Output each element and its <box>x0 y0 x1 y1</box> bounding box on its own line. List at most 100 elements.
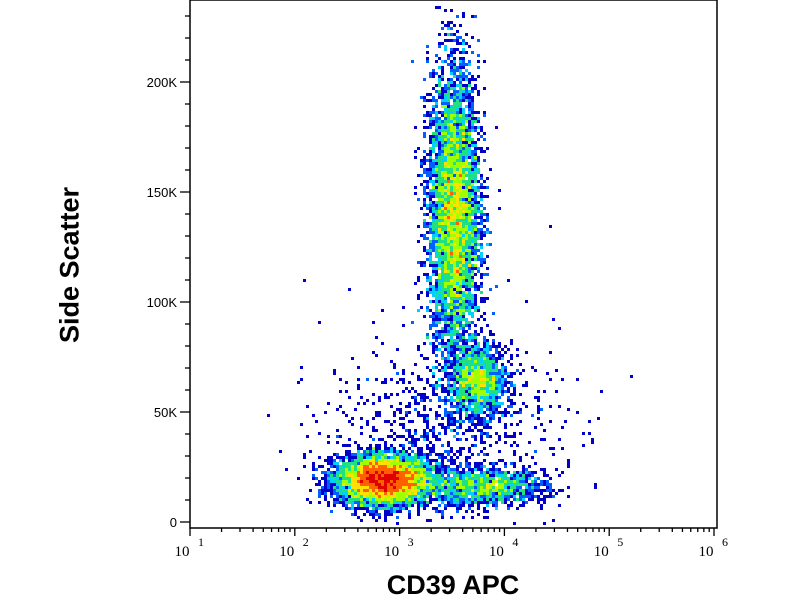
density-bin <box>477 486 480 489</box>
density-bin <box>363 477 366 480</box>
density-bin <box>354 477 357 480</box>
density-bin <box>420 234 423 237</box>
density-bin <box>456 15 459 18</box>
density-bin <box>453 237 456 240</box>
density-bin <box>447 135 450 138</box>
density-bin <box>447 453 450 456</box>
density-bin <box>456 174 459 177</box>
density-bin <box>468 174 471 177</box>
density-bin <box>447 93 450 96</box>
density-bin <box>435 168 438 171</box>
density-bin <box>381 495 384 498</box>
density-bin <box>441 351 444 354</box>
density-bin <box>339 483 342 486</box>
density-bin <box>459 69 462 72</box>
density-bin <box>510 477 513 480</box>
y-tick-label: 150K <box>147 185 178 200</box>
density-bin <box>339 474 342 477</box>
density-bin <box>441 495 444 498</box>
density-bin <box>456 96 459 99</box>
density-bin <box>462 393 465 396</box>
density-bin <box>441 162 444 165</box>
density-bin <box>459 237 462 240</box>
density-bin <box>456 495 459 498</box>
density-bin <box>360 432 363 435</box>
density-bin <box>351 471 354 474</box>
density-bin <box>387 501 390 504</box>
density-bin <box>474 186 477 189</box>
density-bin <box>435 216 438 219</box>
density-bin <box>471 192 474 195</box>
density-bin <box>516 492 519 495</box>
density-bin <box>426 435 429 438</box>
density-bin <box>417 459 420 462</box>
density-bin <box>345 507 348 510</box>
density-bin <box>507 372 510 375</box>
density-bin <box>369 456 372 459</box>
density-bin <box>345 501 348 504</box>
density-bin <box>444 105 447 108</box>
density-bin <box>462 273 465 276</box>
density-bin <box>450 132 453 135</box>
density-bin <box>471 285 474 288</box>
density-bin <box>492 411 495 414</box>
density-bin <box>510 363 513 366</box>
density-bin <box>447 267 450 270</box>
density-bin <box>360 474 363 477</box>
density-bin <box>423 483 426 486</box>
density-bin <box>474 438 477 441</box>
density-bin <box>426 489 429 492</box>
density-bin <box>471 336 474 339</box>
density-bin <box>441 96 444 99</box>
density-bin <box>327 441 330 444</box>
density-bin <box>468 354 471 357</box>
density-bin <box>447 201 450 204</box>
density-bin <box>312 462 315 465</box>
density-bin <box>432 288 435 291</box>
density-bin <box>333 459 336 462</box>
density-bin <box>483 441 486 444</box>
density-bin <box>501 414 504 417</box>
density-bin <box>393 366 396 369</box>
density-bin <box>447 159 450 162</box>
density-bin <box>543 498 546 501</box>
density-bin <box>471 126 474 129</box>
density-bin <box>399 417 402 420</box>
density-bin <box>429 93 432 96</box>
density-bin <box>444 135 447 138</box>
density-bin <box>354 492 357 495</box>
density-bin <box>384 450 387 453</box>
x-tick-exponent: 5 <box>617 535 623 549</box>
density-bin <box>456 504 459 507</box>
density-bin <box>513 522 516 525</box>
density-bin <box>504 477 507 480</box>
density-bin <box>489 381 492 384</box>
density-bin <box>465 33 468 36</box>
density-bin <box>408 402 411 405</box>
density-bin <box>432 468 435 471</box>
density-bin <box>345 495 348 498</box>
density-bin <box>483 186 486 189</box>
density-bin <box>462 378 465 381</box>
density-bin <box>468 207 471 210</box>
density-bin <box>432 99 435 102</box>
density-bin <box>372 468 375 471</box>
density-bin <box>468 288 471 291</box>
density-bin <box>465 96 468 99</box>
density-bin <box>537 417 540 420</box>
density-bin <box>456 399 459 402</box>
density-bin <box>555 390 558 393</box>
density-bin <box>456 396 459 399</box>
density-bin <box>417 294 420 297</box>
density-bin <box>444 114 447 117</box>
density-bin <box>423 492 426 495</box>
density-bin <box>456 42 459 45</box>
density-bin <box>477 120 480 123</box>
density-bin <box>435 414 438 417</box>
density-bin <box>447 213 450 216</box>
density-bin <box>423 273 426 276</box>
density-bin <box>438 192 441 195</box>
density-bin <box>387 435 390 438</box>
density-bin <box>504 483 507 486</box>
density-bin <box>462 504 465 507</box>
